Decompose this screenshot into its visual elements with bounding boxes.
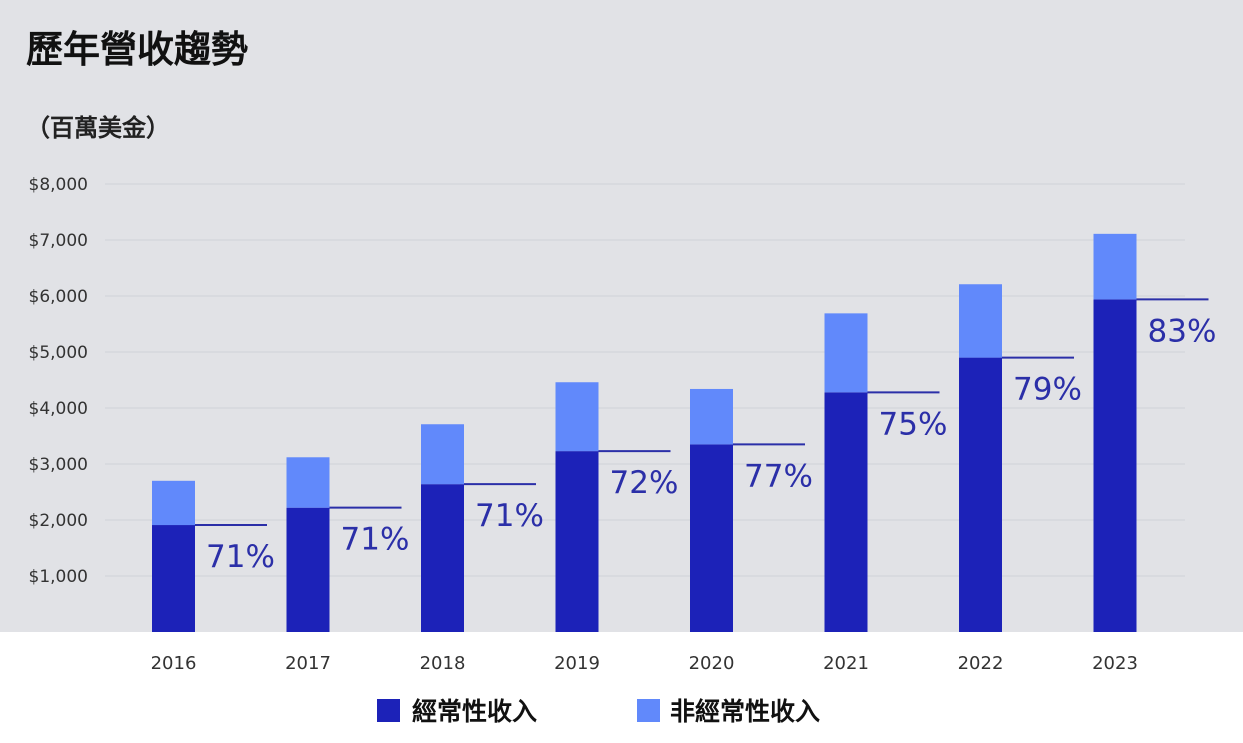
bar-recurring bbox=[152, 525, 195, 632]
bar-nonrecurring bbox=[959, 284, 1002, 358]
bar-nonrecurring bbox=[286, 457, 330, 508]
x-tick-label: 2016 bbox=[151, 653, 197, 674]
share-percent-label: 71% bbox=[341, 522, 410, 558]
unit-label: （百萬美金） bbox=[26, 114, 170, 142]
legend: 經常性收入 非經常性收入 bbox=[377, 697, 820, 726]
y-tick-label: $6,000 bbox=[29, 287, 88, 307]
bar-nonrecurring bbox=[824, 313, 868, 393]
y-axis-ticks: $1,000 $2,000 $3,000 $4,000 $5,000 $6,000 $7,0… bbox=[29, 175, 88, 587]
bar-nonrecurring bbox=[555, 382, 599, 452]
share-percent-label: 71% bbox=[206, 539, 275, 575]
share-percent-label: 79% bbox=[1013, 372, 1082, 408]
bar-recurring bbox=[555, 451, 599, 632]
y-tick-label: $1,000 bbox=[29, 567, 88, 587]
recurring-share-markers: 71% 71% 71% 72% 77% 75% 79% 83% bbox=[195, 298, 1217, 575]
bar-recurring bbox=[1093, 299, 1137, 632]
x-tick-label: 2020 bbox=[689, 653, 735, 674]
chart-title: 歷年營收趨勢 bbox=[26, 28, 248, 71]
legend-label-recurring: 經常性收入 bbox=[412, 697, 537, 726]
y-tick-label: $8,000 bbox=[29, 175, 88, 195]
share-percent-label: 77% bbox=[744, 458, 813, 494]
share-percent-label: 83% bbox=[1148, 313, 1217, 349]
plot-background bbox=[0, 0, 1243, 632]
bar-nonrecurring bbox=[1093, 233, 1137, 300]
legend-label-nonrecurring: 非經常性收入 bbox=[670, 697, 820, 726]
bar-recurring bbox=[286, 507, 330, 632]
x-axis-ticks: 2016 2017 2018 2019 2020 2021 2022 2023 bbox=[151, 653, 1138, 674]
x-tick-label: 2017 bbox=[285, 653, 331, 674]
x-tick-label: 2018 bbox=[420, 653, 466, 674]
legend-swatch-recurring bbox=[377, 699, 400, 722]
x-tick-label: 2023 bbox=[1092, 653, 1138, 674]
grid-lines bbox=[105, 183, 1185, 577]
share-percent-label: 71% bbox=[475, 498, 544, 534]
bar-nonrecurring bbox=[690, 388, 733, 445]
y-tick-label: $7,000 bbox=[29, 231, 88, 251]
y-tick-label: $3,000 bbox=[29, 455, 88, 475]
x-tick-label: 2019 bbox=[554, 653, 600, 674]
bars bbox=[152, 233, 1137, 632]
y-tick-label: $5,000 bbox=[29, 343, 88, 363]
bar-recurring bbox=[959, 357, 1002, 632]
bar-nonrecurring bbox=[152, 480, 195, 526]
x-tick-label: 2022 bbox=[958, 653, 1004, 674]
share-percent-label: 72% bbox=[610, 465, 679, 501]
bar-recurring bbox=[690, 444, 733, 632]
bar-recurring bbox=[824, 392, 868, 632]
y-tick-label: $2,000 bbox=[29, 511, 88, 531]
x-tick-label: 2021 bbox=[823, 653, 869, 674]
bar-recurring bbox=[421, 484, 464, 632]
bar-nonrecurring bbox=[421, 424, 464, 485]
legend-swatch-nonrecurring bbox=[637, 699, 660, 722]
y-tick-label: $4,000 bbox=[29, 399, 88, 419]
share-percent-label: 75% bbox=[879, 406, 948, 442]
